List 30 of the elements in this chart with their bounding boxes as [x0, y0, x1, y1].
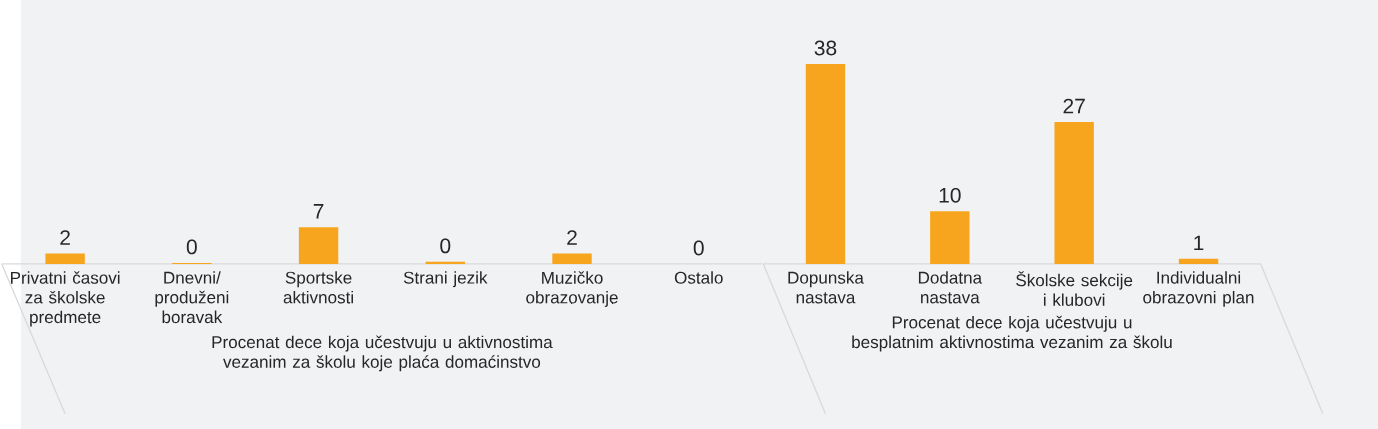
bar — [45, 253, 85, 264]
bar — [298, 226, 339, 264]
bar — [425, 261, 465, 264]
x-tick-label: Dopunska nastava — [788, 271, 864, 304]
data-label: 38 — [814, 40, 837, 56]
x-axis-title: Procenat dece koja učestvuju u aktivnostima vezanim za školu koje plaća domaćinstvo — [212, 335, 553, 372]
data-label: 2 — [60, 229, 70, 245]
x-tick-label: Dnevni/ produženi boravak — [155, 271, 229, 323]
data-label: 10 — [939, 187, 961, 203]
x-tick-label: Strani jezik — [403, 271, 488, 287]
bar — [1178, 258, 1219, 264]
data-label: 27 — [1063, 98, 1085, 114]
x-tick-label: Ostalo — [674, 271, 723, 284]
data-label: 0 — [186, 239, 197, 255]
x-tick-label: Dodatna nastava — [918, 271, 983, 304]
x-tick-label: Školske sekcije i klubovi — [1016, 271, 1133, 306]
data-label: 2 — [567, 229, 577, 245]
bar — [1054, 121, 1094, 264]
x-tick-label: Muzičko obrazovanje — [526, 271, 618, 307]
bar — [805, 63, 846, 264]
x-tick-label: Sportske aktivnosti — [283, 271, 353, 304]
data-label: 0 — [440, 238, 451, 254]
bar — [552, 253, 592, 264]
data-label: 7 — [313, 203, 324, 219]
bar — [930, 211, 970, 264]
data-label: 1 — [1194, 235, 1204, 250]
x-tick-label: Individualni obrazovni plan — [1143, 271, 1254, 307]
x-axis-title: Procenat dece koja učestvuju u besplatnim aktivnostima vezanim za školu — [852, 315, 1172, 352]
data-label: 0 — [693, 240, 704, 256]
x-tick-label: Privatni časovi za školske predmete — [11, 271, 120, 327]
